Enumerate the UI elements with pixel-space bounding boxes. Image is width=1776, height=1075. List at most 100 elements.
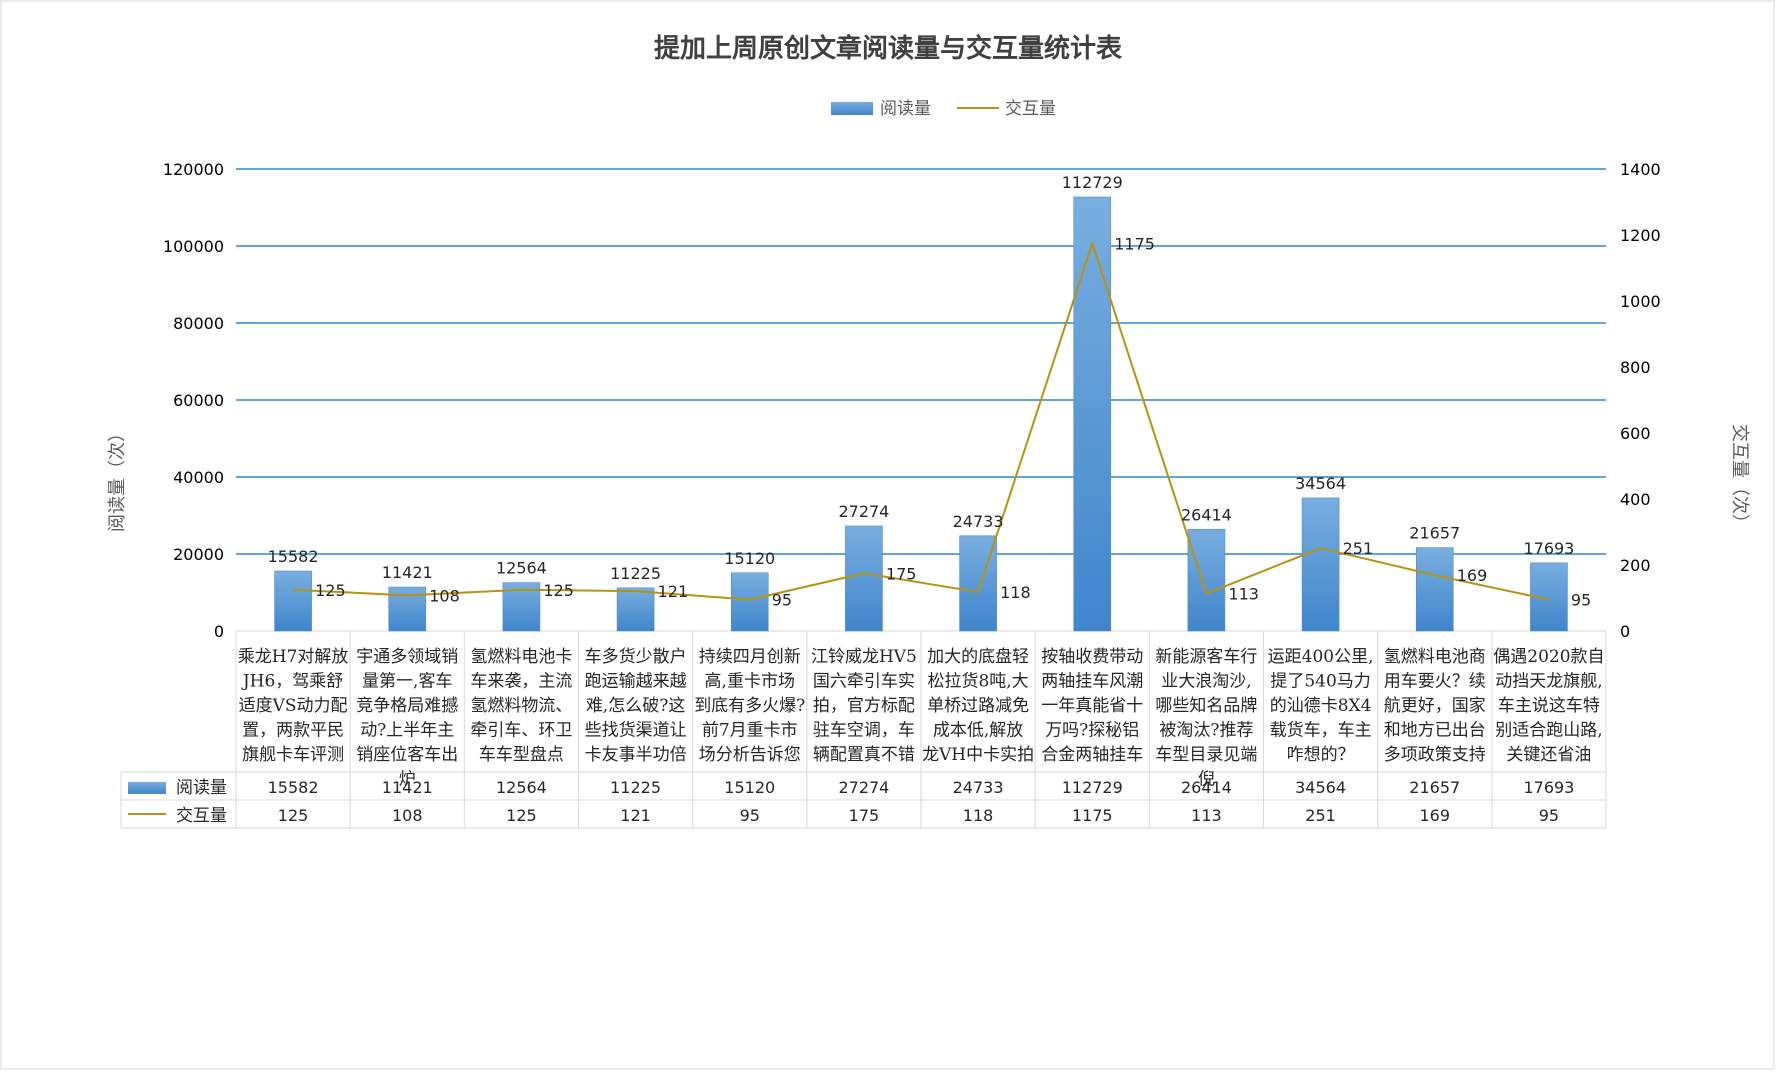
bar: [388, 586, 427, 632]
category-label: 江铃威龙HV5 国六牵引车实拍，官方标配驻车空调，车辆配置真不错: [811, 647, 917, 765]
y-axis-title-right: 交互量（次）: [1729, 424, 1750, 532]
bar-data-label: 112729: [1062, 173, 1123, 192]
bar-data-label: 26414: [1181, 505, 1232, 524]
table-cell-interactions: 95: [1539, 806, 1559, 825]
bar-data-label: 11421: [382, 563, 433, 582]
bar-data-label: 15582: [268, 547, 319, 566]
bar-data-label: 24733: [953, 512, 1004, 531]
table-cell-reads: 17693: [1523, 778, 1574, 797]
y-tick-label: 20000: [173, 545, 224, 564]
table-cell-interactions: 113: [1191, 806, 1222, 825]
table-cell-reads: 26414: [1181, 778, 1232, 797]
y-tick-label: 60000: [173, 391, 224, 410]
bar-data-label: 15120: [724, 549, 775, 568]
y-axis-title-left: 阅读量（次）: [107, 424, 128, 532]
line-data-label: 95: [772, 591, 792, 610]
bar: [1187, 529, 1226, 632]
category-label: 氢燃料电池卡车来袭，主流氢燃料物流、牵引车、环卫车车型盘点: [470, 647, 572, 765]
line-data-label: 113: [1228, 585, 1259, 604]
y-axis-ticks-right: 0 200 400 600 800 1000 1200 1400: [1620, 160, 1661, 641]
category-label: 新能源客车行业大浪淘沙,哪些知名品牌被淘汰?推荐车型目录见端倪: [1155, 647, 1257, 790]
table-cell-reads: 24733: [953, 778, 1004, 797]
chart-title: 提加上周原创文章阅读量与交互量统计表: [654, 33, 1123, 64]
bar: [730, 572, 769, 632]
category-label: 按轴收费带动两轴挂车风潮一年真能省十万吗?探秘铝合金两轴挂车: [1041, 647, 1143, 765]
line-data-label: 108: [429, 586, 460, 605]
bar: [616, 587, 655, 632]
table-row-header-interactions: 交互量: [176, 806, 227, 826]
y-tick-label: 120000: [163, 160, 224, 179]
interaction-line: [293, 242, 1550, 601]
y2-tick-label: 600: [1620, 424, 1651, 443]
bar-data-label: 17693: [1523, 539, 1574, 558]
line-data-label: 125: [543, 581, 574, 600]
legend-label-reads: 阅读量: [880, 99, 931, 119]
table-cell-reads: 34564: [1295, 778, 1346, 797]
table-cell-reads: 11225: [610, 778, 661, 797]
table-cell-interactions: 169: [1419, 806, 1450, 825]
table-cell-interactions: 125: [278, 806, 309, 825]
bar: [1415, 547, 1454, 632]
table-cell-reads: 12564: [496, 778, 547, 797]
legend-swatch-bar: [831, 102, 873, 115]
table-cell-interactions: 108: [392, 806, 423, 825]
line-data-label: 169: [1457, 566, 1488, 585]
line-data-label: 95: [1571, 591, 1591, 610]
category-label: 车多货少散户跑运输越来越难,怎么破?这些找货渠道让卡友事半功倍: [585, 647, 687, 765]
line-data-label: 125: [315, 581, 346, 600]
bar-data-label: 11225: [610, 564, 661, 583]
table-cell-reads: 11421: [382, 778, 433, 797]
table-cell-reads: 27274: [838, 778, 889, 797]
legend-label-interactions: 交互量: [1005, 99, 1056, 119]
line-data-label: 1175: [1114, 234, 1155, 253]
table-cell-interactions: 125: [506, 806, 537, 825]
line-data-label: 121: [658, 582, 689, 601]
table-cell-reads: 21657: [1409, 778, 1460, 797]
table-key-bar: [128, 782, 166, 794]
category-label: 氢燃料电池商用车要火？续航更好，国家和地方已出台多项政策支持: [1384, 647, 1486, 765]
bar-data-label: 21657: [1409, 524, 1460, 543]
table-cell-reads: 15120: [724, 778, 775, 797]
y2-tick-label: 800: [1620, 358, 1651, 377]
bar: [1301, 497, 1340, 632]
y-tick-label: 0: [214, 622, 224, 641]
legend: 阅读量 交互量: [831, 99, 1056, 119]
table-cell-interactions: 1175: [1072, 806, 1113, 825]
data-labels: 15582 11421 12564 11225 15120 27274 24733 11272…: [268, 173, 1592, 610]
bar-data-label: 34564: [1295, 474, 1346, 493]
y2-tick-label: 400: [1620, 490, 1651, 509]
line-data-label: 251: [1343, 539, 1374, 558]
category-label: 乘龙H7对解放 JH6，驾乘舒适度VS动力配置，两款平民旗舰卡车评测: [238, 647, 349, 765]
table-cell-interactions: 118: [963, 806, 994, 825]
category-label: 加大的底盘轻松拉货8吨,大单桥过路减免成本低,解放龙VH中卡实拍: [922, 647, 1034, 765]
table-cell-interactions: 121: [620, 806, 651, 825]
y-tick-label: 80000: [173, 314, 224, 333]
y2-tick-label: 200: [1620, 556, 1651, 575]
line-data-label: 175: [886, 564, 917, 583]
y-axis-ticks-left: 0 20000 40000 60000 80000 100000 120000: [163, 160, 224, 641]
table-cell-interactions: 95: [740, 806, 760, 825]
bar-data-label: 27274: [838, 502, 889, 521]
y2-tick-label: 1000: [1620, 292, 1661, 311]
y2-tick-label: 0: [1620, 622, 1630, 641]
line-data-label: 118: [1000, 583, 1031, 602]
data-table: 乘龙H7对解放 JH6，驾乘舒适度VS动力配置，两款平民旗舰卡车评测宇通多领域销量…: [120, 631, 1607, 829]
y2-tick-label: 1400: [1620, 160, 1661, 179]
line-series-interactions: [293, 242, 1550, 601]
y-tick-label: 40000: [173, 468, 224, 487]
y-tick-label: 100000: [163, 237, 224, 256]
table-cell-reads: 15582: [268, 778, 319, 797]
table-cell-interactions: 251: [1305, 806, 1336, 825]
table-cell-reads: 112729: [1062, 778, 1123, 797]
category-label: 运距400公里,提了540马力的汕德卡8X4 载货车，车主咋想的？: [1268, 647, 1374, 765]
y2-tick-label: 1200: [1620, 226, 1661, 245]
category-label: 偶遇2020款自动挡天龙旗舰,车主说这车特别适合跑山路,关键还省油: [1493, 647, 1604, 765]
category-label: 宇通多领域销量第一,客车竞争格局难撼动?上半年主销座位客车出炉: [356, 647, 458, 790]
bar-data-label: 12564: [496, 559, 547, 578]
bar: [845, 525, 883, 632]
category-label: 持续四月创新高,重卡市场到底有多火爆?前7月重卡市场分析告诉您: [694, 647, 805, 765]
table-cell-interactions: 175: [849, 806, 880, 825]
